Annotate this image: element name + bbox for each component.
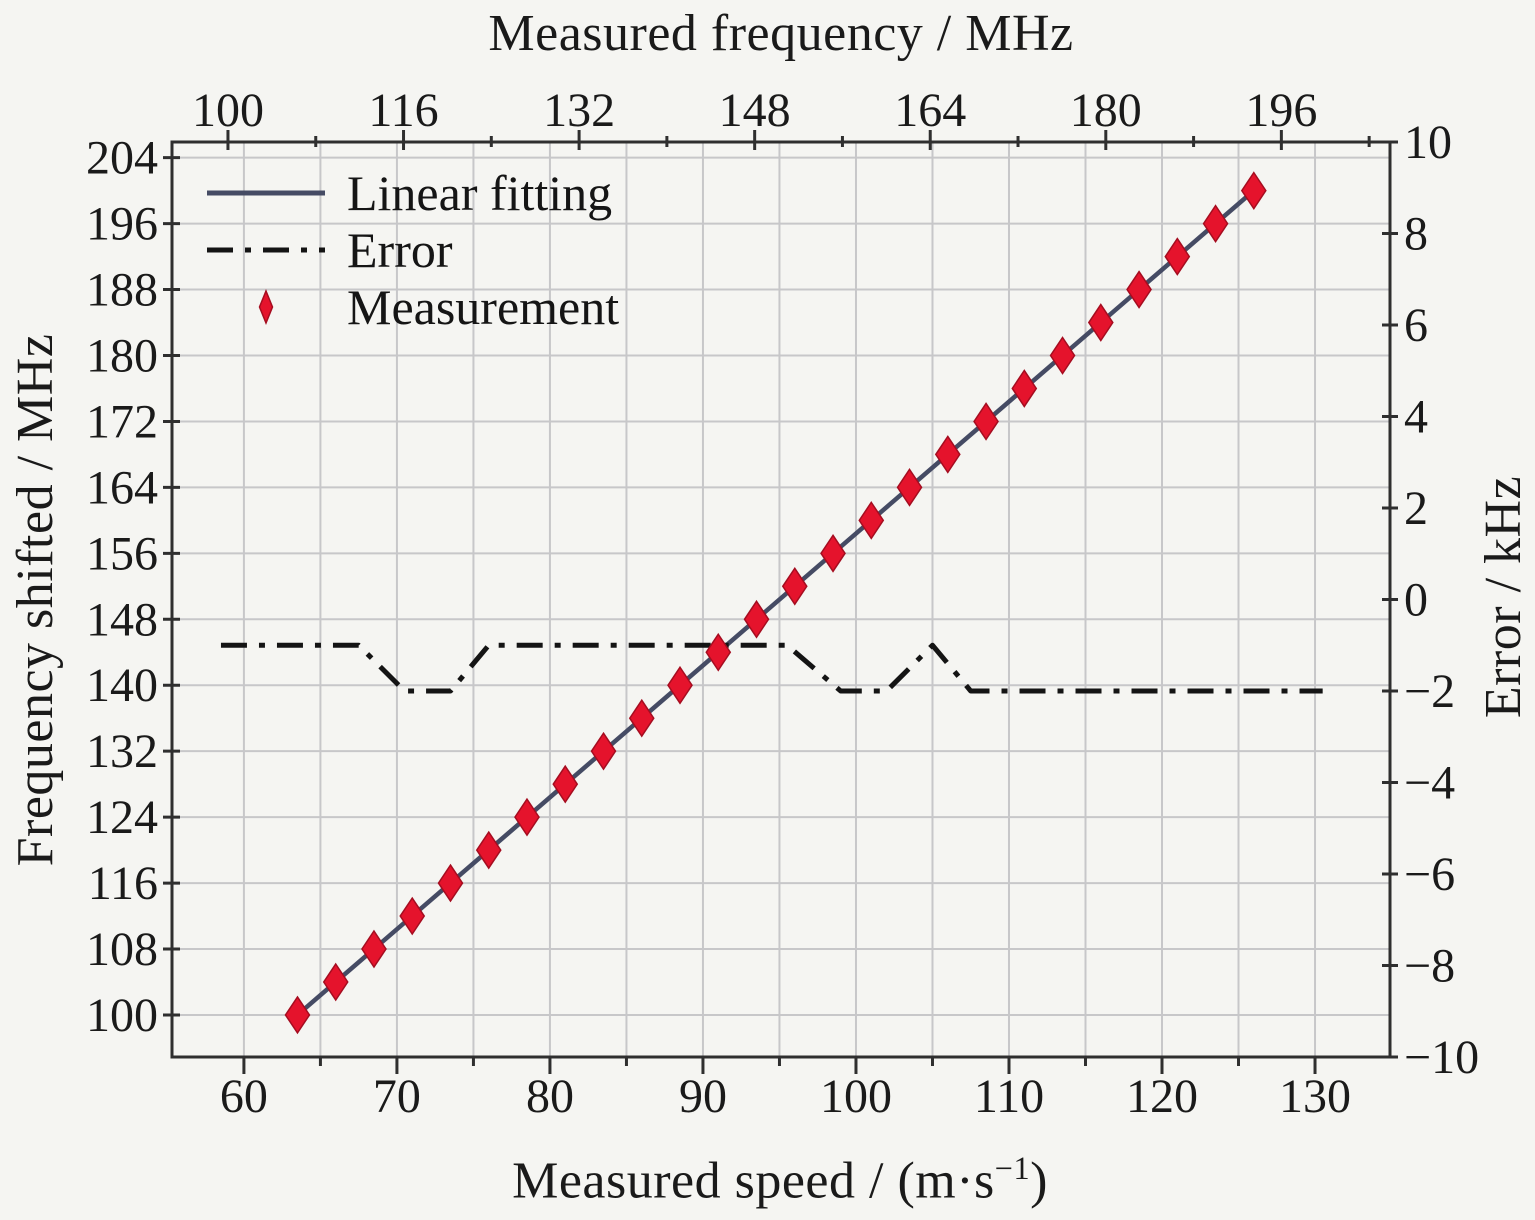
svg-text:116: 116 [368,84,438,137]
svg-text:60: 60 [220,1070,268,1123]
svg-text:100: 100 [192,84,264,137]
svg-text:164: 164 [86,461,158,514]
svg-text:10: 10 [1404,116,1452,169]
svg-text:140: 140 [86,659,158,712]
svg-text:90: 90 [679,1070,727,1123]
svg-text:204: 204 [86,132,158,185]
svg-text:−10: −10 [1404,1031,1479,1084]
right-axis-title: Error / kHz [1475,475,1532,719]
legend-item-measurement: Measurement [205,278,619,335]
svg-text:8: 8 [1404,208,1428,261]
svg-text:188: 188 [86,264,158,317]
legend-label-error: Error [347,221,453,278]
svg-text:148: 148 [719,84,791,137]
svg-text:−4: −4 [1404,757,1455,810]
legend-label-linear-fitting: Linear fitting [347,164,613,221]
bottom-axis-title-superscript: −1 [994,1150,1031,1186]
svg-text:132: 132 [86,725,158,778]
svg-text:110: 110 [974,1070,1044,1123]
bottom-axis-title-text: Measured speed / (m·s [512,1152,995,1210]
svg-text:108: 108 [86,923,158,976]
legend-item-error: Error [205,221,619,278]
legend-label-measurement: Measurement [347,278,620,335]
error-line-sample [207,247,325,252]
svg-text:148: 148 [86,593,158,646]
svg-text:80: 80 [526,1070,574,1123]
svg-text:164: 164 [894,84,966,137]
measurement-marker-sample [258,288,274,325]
svg-text:6: 6 [1404,299,1428,352]
top-axis-title: Measured frequency / MHz [488,5,1074,62]
svg-text:124: 124 [86,791,158,844]
svg-text:116: 116 [88,857,158,910]
svg-text:132: 132 [543,84,615,137]
svg-text:196: 196 [86,198,158,251]
svg-text:130: 130 [1279,1070,1351,1123]
svg-text:100: 100 [86,989,158,1042]
left-axis-title: Frequency shifted / MHz [7,333,64,867]
svg-text:4: 4 [1404,391,1428,444]
linear-fitting-line-sample [207,190,325,195]
svg-text:156: 156 [86,527,158,580]
bottom-axis-title: Measured speed / (m·s−1) [512,1152,1048,1207]
svg-text:−8: −8 [1404,940,1455,993]
svg-text:120: 120 [1126,1070,1198,1123]
svg-text:2: 2 [1404,482,1428,535]
svg-text:0: 0 [1404,574,1428,627]
svg-text:180: 180 [86,330,158,383]
legend: Linear fitting Error Measurement [205,164,619,335]
svg-text:100: 100 [820,1070,892,1123]
svg-text:180: 180 [1070,84,1142,137]
svg-text:−2: −2 [1404,665,1455,718]
legend-item-linear-fitting: Linear fitting [205,164,619,221]
svg-text:196: 196 [1245,84,1317,137]
svg-text:−6: −6 [1404,848,1455,901]
svg-text:70: 70 [373,1070,421,1123]
svg-text:172: 172 [86,395,158,448]
bottom-axis-title-close: ) [1030,1152,1048,1210]
